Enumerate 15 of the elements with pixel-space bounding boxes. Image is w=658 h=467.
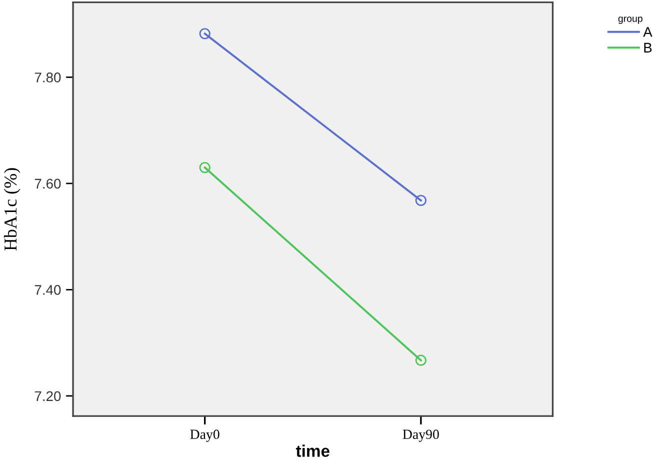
x-tick-label: Day90 bbox=[402, 430, 439, 442]
y-tick-label: 7.80 bbox=[34, 72, 61, 82]
point bbox=[199, 162, 210, 174]
y-tick-label: 7.60 bbox=[34, 178, 61, 189]
x-axis-title: time bbox=[296, 444, 330, 457]
point bbox=[199, 28, 210, 40]
point bbox=[415, 354, 426, 366]
x-tick-label: Day0 bbox=[190, 430, 220, 442]
legend-label: A bbox=[643, 27, 652, 37]
y-axis-title: HbA1c (%) bbox=[4, 168, 20, 251]
legend-label: B bbox=[644, 42, 652, 52]
point bbox=[415, 194, 426, 206]
y-tick-label: 7.40 bbox=[34, 285, 61, 295]
y-tick-label: 7.20 bbox=[34, 391, 61, 402]
legend-title: group bbox=[618, 16, 642, 24]
